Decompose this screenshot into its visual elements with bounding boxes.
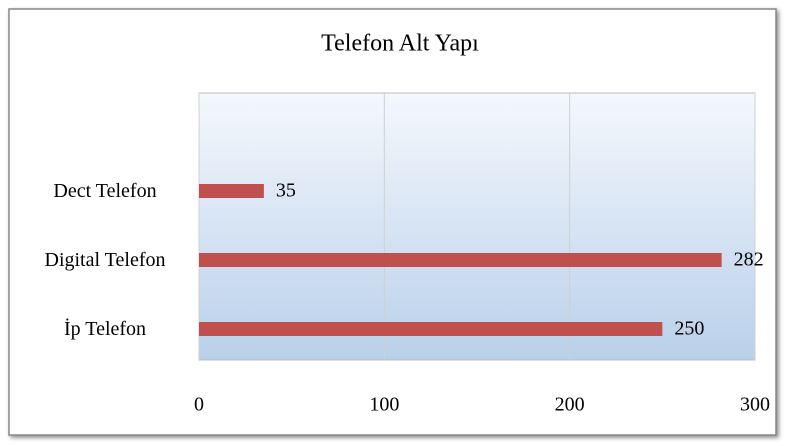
y-tick-label: Digital Telefon [44, 249, 166, 271]
x-tick-label: 300 [740, 394, 770, 416]
data-label: 282 [734, 249, 764, 271]
bar [199, 253, 722, 267]
bar [199, 322, 663, 336]
y-tick-label: İp Telefon [63, 318, 147, 340]
x-tick-label: 200 [555, 394, 585, 416]
data-label: 250 [674, 318, 704, 340]
chart-title: Telefon Alt Yapı [321, 31, 479, 57]
bar [199, 184, 264, 198]
plot-area [198, 92, 756, 361]
data-label: 35 [276, 180, 296, 202]
x-tick-label: 100 [369, 394, 399, 416]
x-tick-label: 0 [194, 394, 204, 416]
y-tick-label: Dect Telefon [53, 180, 157, 202]
